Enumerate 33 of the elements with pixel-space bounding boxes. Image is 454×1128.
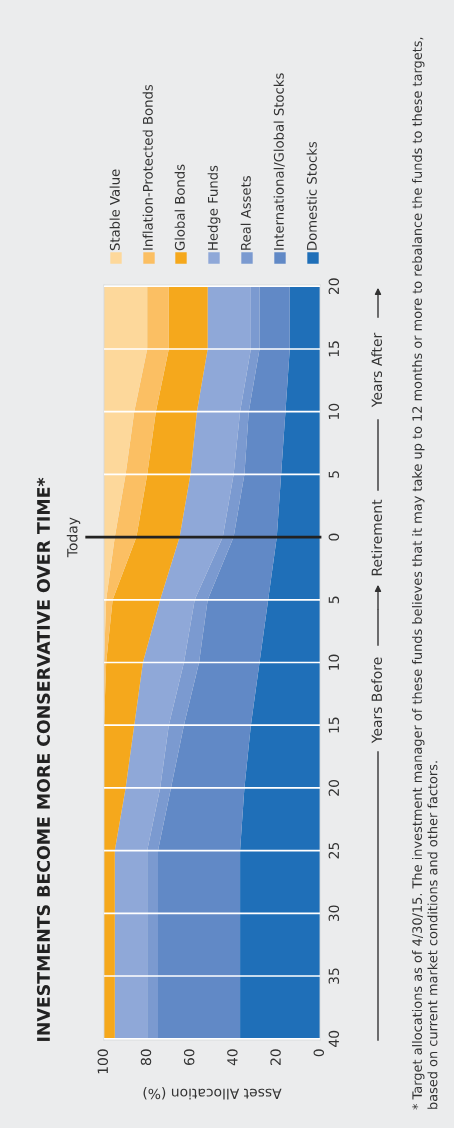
text: Global Bonds (174, 164, 185, 251)
text: Real Assets (240, 176, 251, 250)
y-tick-label: 15 (328, 717, 340, 733)
y-tick-label: 30 (328, 905, 340, 922)
y-tick-label: 5 (328, 471, 340, 478)
x-tick-label: 60 (183, 1049, 195, 1066)
text: Years After (371, 332, 383, 408)
x-tick-label: 40 (227, 1049, 238, 1066)
y-tick-label: 0 (328, 533, 340, 541)
y-tick-label: 20 (328, 780, 340, 796)
x-axis-title: Asset Allocation (%) (143, 1087, 282, 1100)
y-tick-label: 20 (328, 278, 340, 295)
x-tick-label: 80 (140, 1049, 152, 1066)
text: Years Before (371, 657, 383, 744)
ref-line-label: Today (66, 517, 81, 558)
text: INVESTMENTS BECOME MORE CONSERVATIVE OVER TIME* (36, 477, 51, 1041)
text: Hedge Funds (207, 165, 221, 250)
text: International/Global Stocks (273, 73, 285, 250)
y-tick-label: 35 (328, 968, 340, 984)
text: Retirement (371, 499, 383, 576)
text: Stable Value (109, 169, 120, 251)
x-tick-label: 20 (270, 1049, 281, 1065)
x-tick-label: 100 (97, 1049, 109, 1074)
text: Domestic Stocks (306, 141, 317, 250)
y-tick-label: 5 (328, 596, 340, 604)
y-tick-label: 10 (328, 654, 340, 670)
text: Inflation-Protected Bonds (142, 84, 153, 250)
y-tick-label: 40 (328, 1030, 340, 1047)
y-tick-label: 10 (328, 403, 340, 419)
text: * Target allocations as of 4/30/15. The investment manager of these funds believes that it may take up to 12 months or more to rebalance the funds to these targets, based on current market conditions and other factors. (412, 37, 438, 1110)
y-tick-label: 25 (328, 843, 340, 859)
x-tick-label: 0 (313, 1049, 325, 1057)
y-tick-label: 15 (328, 341, 340, 357)
